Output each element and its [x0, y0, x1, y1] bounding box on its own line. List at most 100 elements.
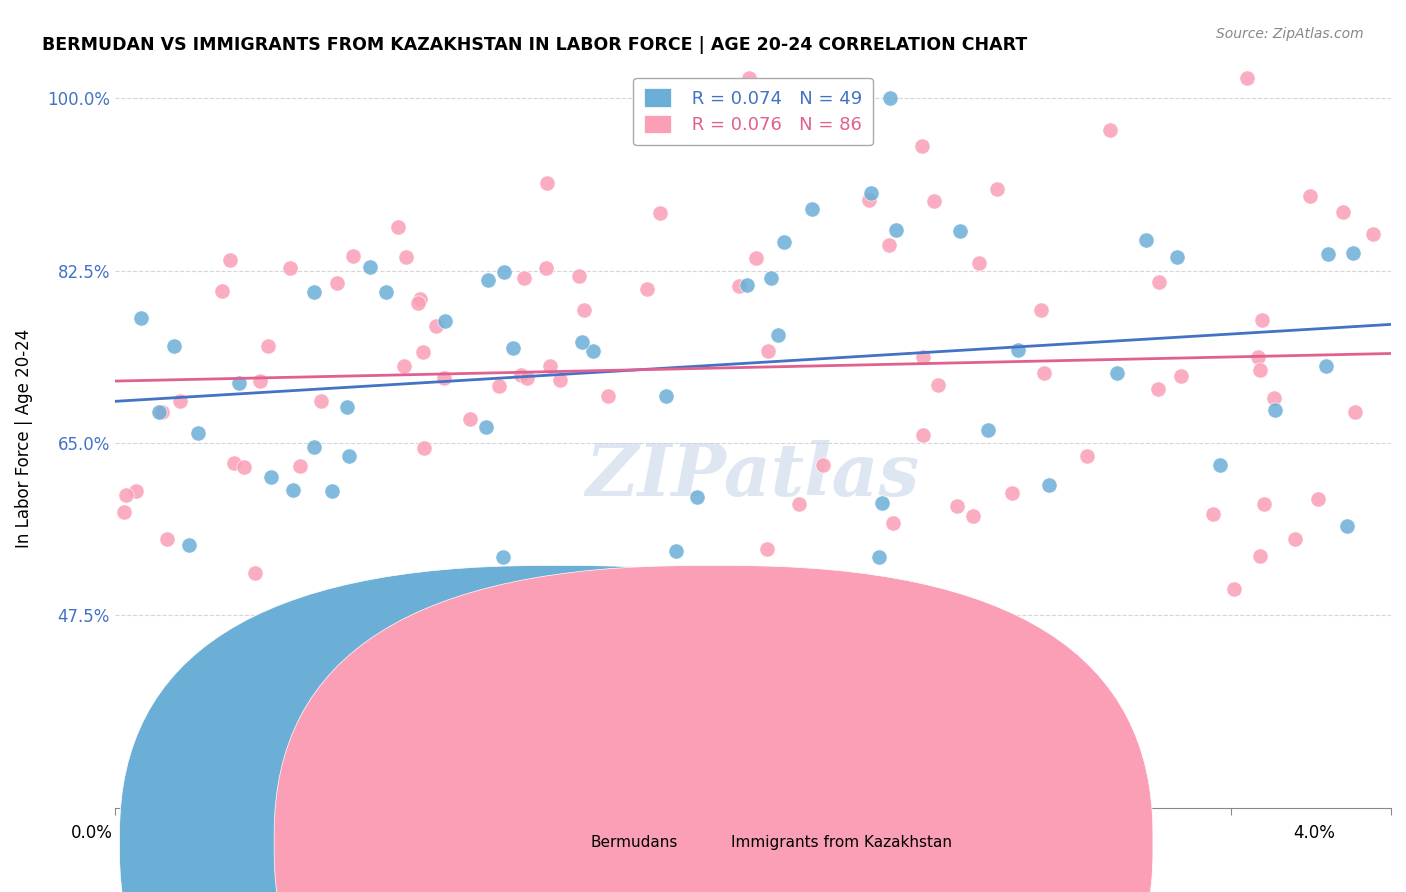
Immigrants from Kazakhstan — [112, 505, 135, 519]
Immigrants from Kazakhstan — [1344, 405, 1367, 419]
Bermudans — [1317, 247, 1340, 261]
Immigrants from Kazakhstan — [1001, 486, 1024, 500]
Immigrants from Kazakhstan — [460, 411, 482, 425]
Immigrants from Kazakhstan — [728, 279, 751, 293]
Immigrants from Kazakhstan — [858, 193, 880, 207]
Bermudans — [1264, 403, 1286, 417]
Immigrants from Kazakhstan — [962, 508, 984, 523]
Immigrants from Kazakhstan — [222, 456, 245, 470]
Bermudans — [686, 490, 709, 504]
Immigrants from Kazakhstan — [156, 533, 179, 547]
Bermudans — [735, 277, 758, 292]
Immigrants from Kazakhstan — [1263, 391, 1285, 405]
Immigrants from Kazakhstan — [922, 194, 945, 208]
Immigrants from Kazakhstan — [406, 296, 429, 310]
Bermudans — [1007, 343, 1029, 358]
Bermudans — [665, 544, 688, 558]
Immigrants from Kazakhstan — [538, 359, 561, 373]
Bermudans — [868, 549, 890, 564]
Immigrants from Kazakhstan — [911, 428, 934, 442]
Bermudans — [177, 538, 200, 552]
Text: 4.0%: 4.0% — [1294, 824, 1336, 842]
Bermudans — [759, 271, 782, 285]
Immigrants from Kazakhstan — [516, 371, 538, 385]
Bermudans — [655, 389, 678, 403]
Immigrants from Kazakhstan — [412, 344, 434, 359]
Y-axis label: In Labor Force | Age 20-24: In Labor Force | Age 20-24 — [15, 328, 32, 548]
Text: 0.0%: 0.0% — [70, 824, 112, 842]
Immigrants from Kazakhstan — [256, 339, 278, 353]
Immigrants from Kazakhstan — [1033, 367, 1056, 381]
Immigrants from Kazakhstan — [233, 459, 256, 474]
Immigrants from Kazakhstan — [1250, 313, 1272, 327]
Immigrants from Kazakhstan — [387, 219, 409, 234]
Bermudans — [129, 311, 152, 326]
Immigrants from Kazakhstan — [1331, 205, 1354, 219]
Immigrants from Kazakhstan — [395, 250, 418, 264]
Immigrants from Kazakhstan — [1031, 303, 1053, 318]
Immigrants from Kazakhstan — [882, 516, 904, 530]
Bermudans — [801, 202, 824, 216]
Bermudans — [768, 327, 790, 342]
Immigrants from Kazakhstan — [1308, 492, 1330, 507]
Bermudans — [1038, 477, 1060, 491]
Bermudans — [582, 343, 605, 358]
Immigrants from Kazakhstan — [1202, 507, 1225, 521]
Immigrants from Kazakhstan — [912, 350, 935, 364]
Immigrants from Kazakhstan — [787, 497, 810, 511]
Immigrants from Kazakhstan — [637, 282, 659, 296]
Bermudans — [321, 484, 343, 499]
Immigrants from Kazakhstan — [1076, 449, 1098, 463]
Immigrants from Kazakhstan — [488, 379, 510, 393]
Bermudans — [302, 440, 325, 454]
Bermudans — [1336, 519, 1358, 533]
Immigrants from Kazakhstan — [249, 374, 271, 388]
Bermudans — [434, 313, 457, 327]
Text: BERMUDAN VS IMMIGRANTS FROM KAZAKHSTAN IN LABOR FORCE | AGE 20-24 CORRELATION CH: BERMUDAN VS IMMIGRANTS FROM KAZAKHSTAN I… — [42, 36, 1028, 54]
Bermudans — [337, 449, 360, 463]
Immigrants from Kazakhstan — [467, 587, 489, 601]
Immigrants from Kazakhstan — [1249, 363, 1271, 377]
Immigrants from Kazakhstan — [969, 256, 991, 270]
Immigrants from Kazakhstan — [766, 574, 789, 589]
Immigrants from Kazakhstan — [288, 459, 311, 474]
Bermudans — [477, 273, 499, 287]
Bermudans — [977, 423, 1000, 437]
Legend:  R = 0.074   N = 49,  R = 0.076   N = 86: R = 0.074 N = 49, R = 0.076 N = 86 — [633, 78, 873, 145]
Bermudans — [1341, 246, 1364, 260]
Bermudans — [1166, 250, 1188, 264]
Immigrants from Kazakhstan — [572, 303, 595, 318]
Immigrants from Kazakhstan — [927, 378, 949, 392]
Bermudans — [884, 222, 907, 236]
Bermudans — [475, 420, 498, 434]
Immigrants from Kazakhstan — [1249, 549, 1271, 564]
Bermudans — [228, 376, 250, 390]
Immigrants from Kazakhstan — [550, 373, 572, 387]
Text: ZIPatlas: ZIPatlas — [586, 440, 920, 510]
Immigrants from Kazakhstan — [1253, 497, 1275, 511]
Immigrants from Kazakhstan — [779, 632, 801, 646]
Immigrants from Kazakhstan — [877, 238, 900, 252]
Immigrants from Kazakhstan — [534, 261, 557, 276]
Immigrants from Kazakhstan — [425, 319, 447, 334]
Immigrants from Kazakhstan — [568, 268, 591, 283]
Immigrants from Kazakhstan — [169, 394, 191, 409]
Immigrants from Kazakhstan — [1236, 71, 1258, 86]
Immigrants from Kazakhstan — [1247, 350, 1270, 364]
Immigrants from Kazakhstan — [211, 285, 233, 299]
Bermudans — [773, 235, 796, 249]
Immigrants from Kazakhstan — [648, 205, 671, 219]
Immigrants from Kazakhstan — [1299, 189, 1322, 203]
Immigrants from Kazakhstan — [756, 343, 779, 358]
Bermudans — [302, 285, 325, 299]
Bermudans — [1105, 366, 1128, 380]
Bermudans — [359, 260, 381, 274]
Bermudans — [259, 470, 281, 484]
Immigrants from Kazakhstan — [946, 500, 969, 514]
Immigrants from Kazakhstan — [219, 252, 242, 267]
Immigrants from Kazakhstan — [1284, 532, 1306, 546]
Immigrants from Kazakhstan — [1170, 368, 1192, 383]
Immigrants from Kazakhstan — [1361, 227, 1384, 241]
Bermudans — [492, 549, 515, 564]
Text: Source: ZipAtlas.com: Source: ZipAtlas.com — [1216, 27, 1364, 41]
